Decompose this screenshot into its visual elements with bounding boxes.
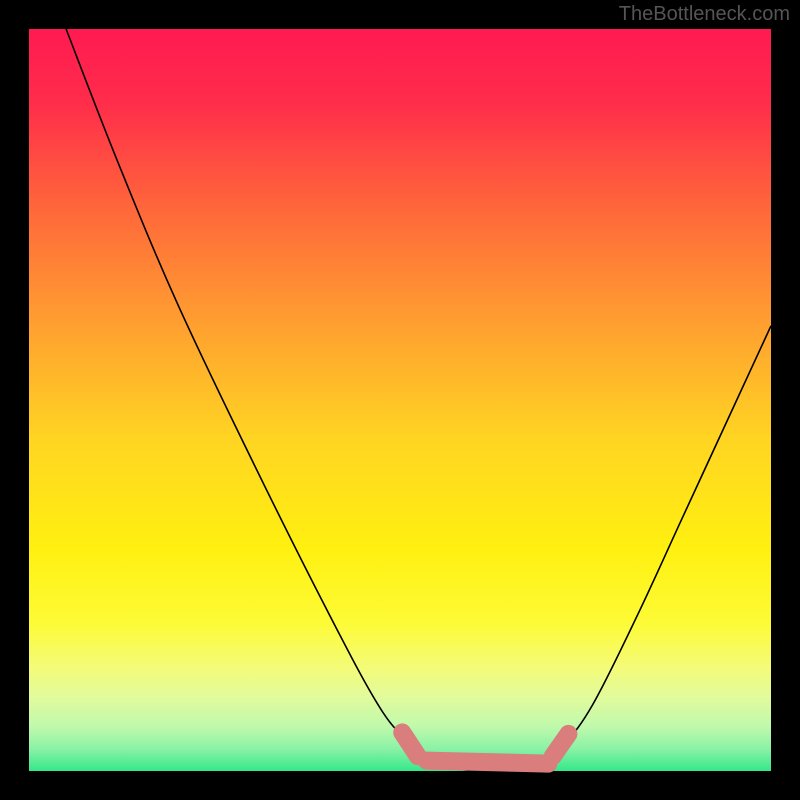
plot-gradient-background	[29, 29, 771, 771]
watermark-text: TheBottleneck.com	[619, 3, 790, 26]
marker-segment	[427, 761, 549, 764]
bottleneck-chart	[0, 0, 800, 800]
chart-container: TheBottleneck.com	[0, 0, 800, 800]
marker-segment	[553, 734, 569, 756]
